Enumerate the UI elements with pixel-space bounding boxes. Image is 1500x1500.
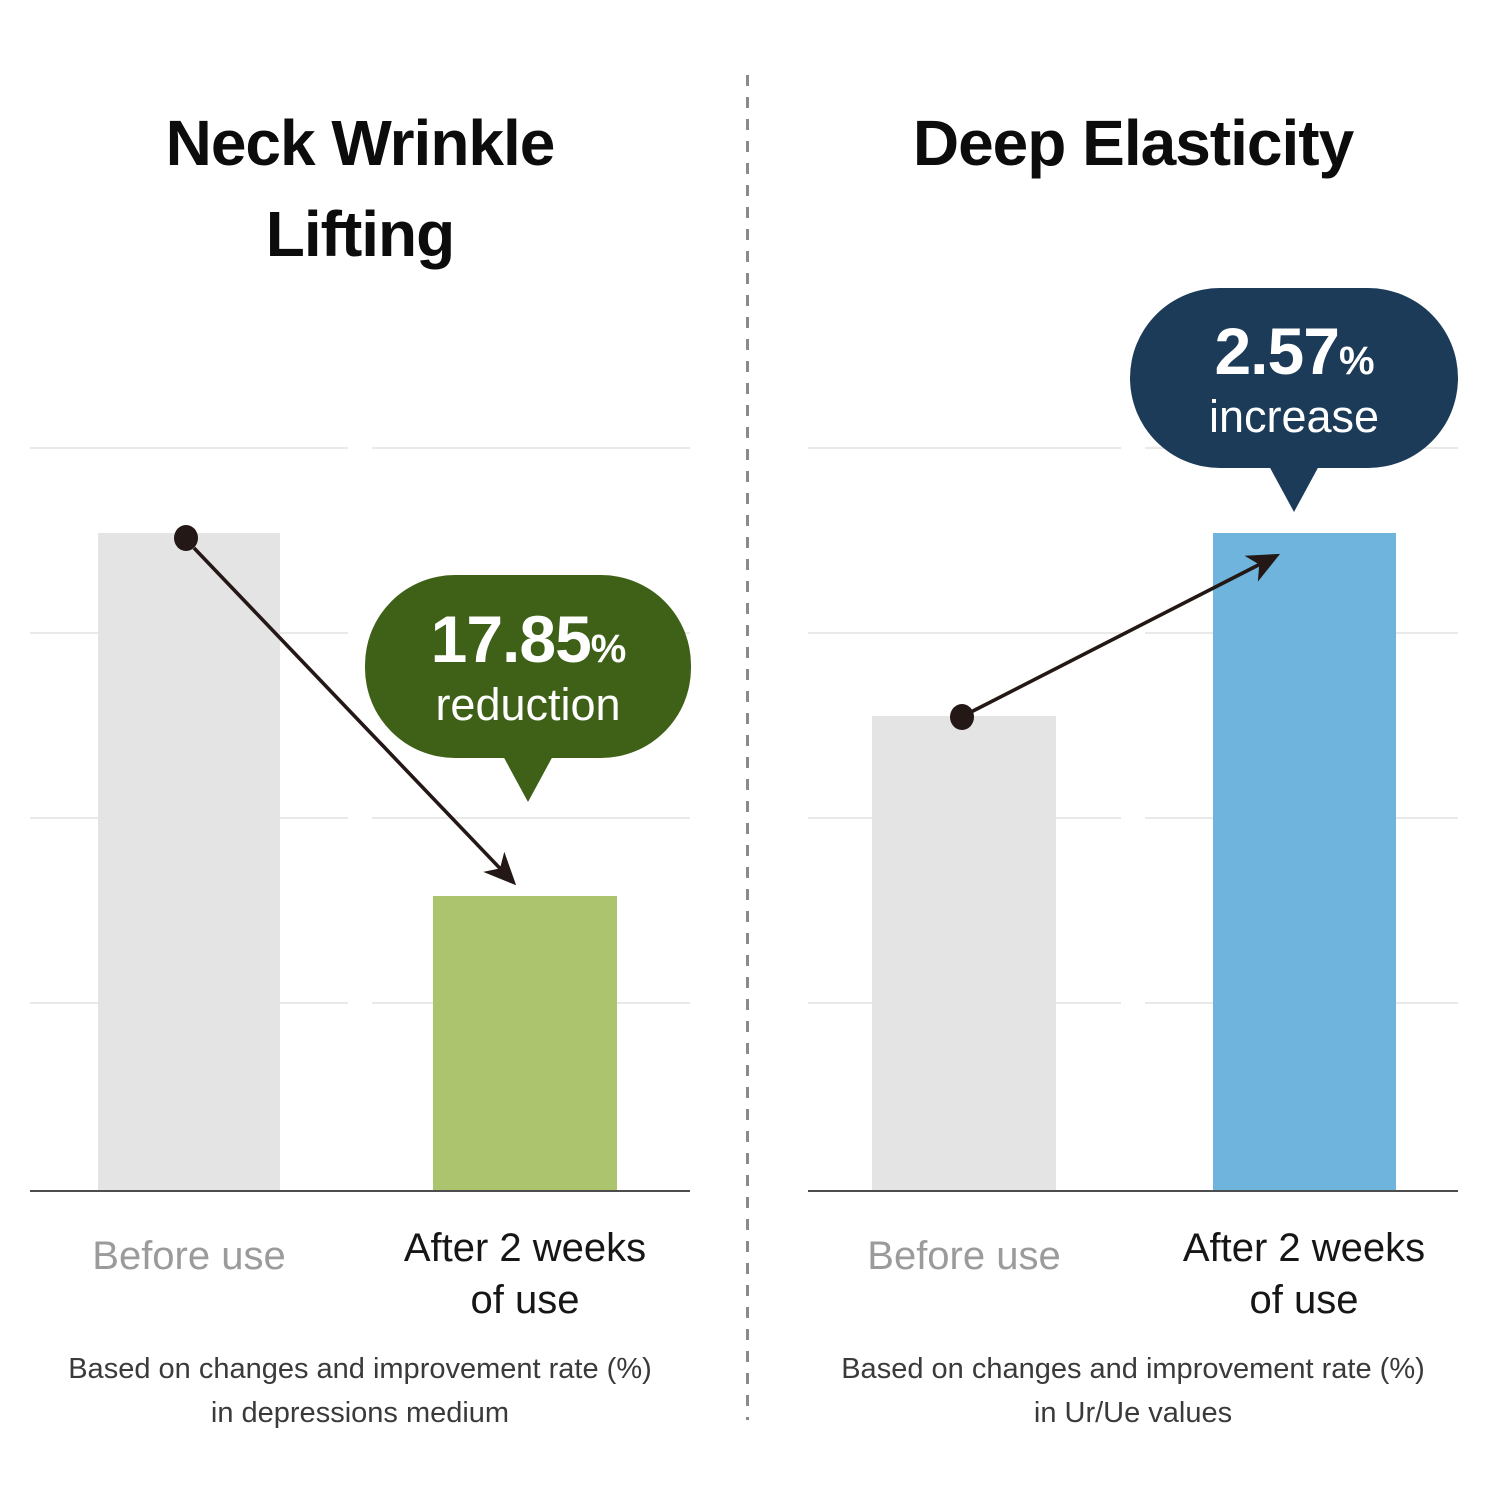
footnote: Based on changes and improvement rate (%… [30,1348,690,1435]
callout-label: reduction [435,679,621,730]
gridline [30,447,690,449]
x-axis-label-after-line1: After 2 weeks [403,1226,647,1270]
title-line-1: Neck Wrinkle [165,107,556,179]
percent-sign: % [590,627,627,671]
title-line-2: Lifting [265,197,455,270]
chart-plot-area [30,447,690,1192]
footnote-line1: Based on changes and improvement rate (%… [68,1353,652,1385]
x-axis-label-after: After 2 weeks of use [365,1222,685,1326]
title-line-1: Deep Elasticity [912,107,1354,179]
page-title: Deep Elasticity [808,98,1458,189]
x-axis-label-after: After 2 weeks of use [1144,1222,1464,1326]
bar-before-use [98,533,280,1190]
chart-plot-area [808,447,1458,1192]
panel-divider-dashed-line [746,75,749,1420]
x-axis-label-after-line1: After 2 weeks [1182,1226,1426,1270]
callout-label: increase [1208,390,1380,442]
bar-after-use [433,895,617,1190]
callout-value: 17.85% [430,602,627,676]
x-axis-label-before: Before use [92,1234,286,1278]
panel-deep-elasticity: Deep Elasticity Before use After 2 weeks… [808,0,1458,1500]
footnote-line2: in depressions medium [210,1396,510,1429]
x-axis-label-before: Before use [867,1234,1061,1278]
callout-value: 2.57% [1214,313,1375,388]
page-title: Neck Wrinkle Lifting [30,98,690,280]
callout-bubble-increase: 2.57% increase [1130,288,1458,468]
footnote: Based on changes and improvement rate (%… [808,1348,1458,1435]
bar-after-use [1213,533,1396,1190]
x-axis-label-after-line2: of use [1249,1278,1359,1322]
percent-sign: % [1338,338,1375,383]
footnote-line1: Based on changes and improvement rate (%… [841,1353,1425,1385]
callout-bubble-reduction: 17.85% reduction [365,575,691,758]
x-axis-label-after-line2: of use [470,1278,580,1322]
bar-before-use [872,715,1056,1190]
footnote-line2: in Ur/Ue values [1033,1396,1233,1429]
